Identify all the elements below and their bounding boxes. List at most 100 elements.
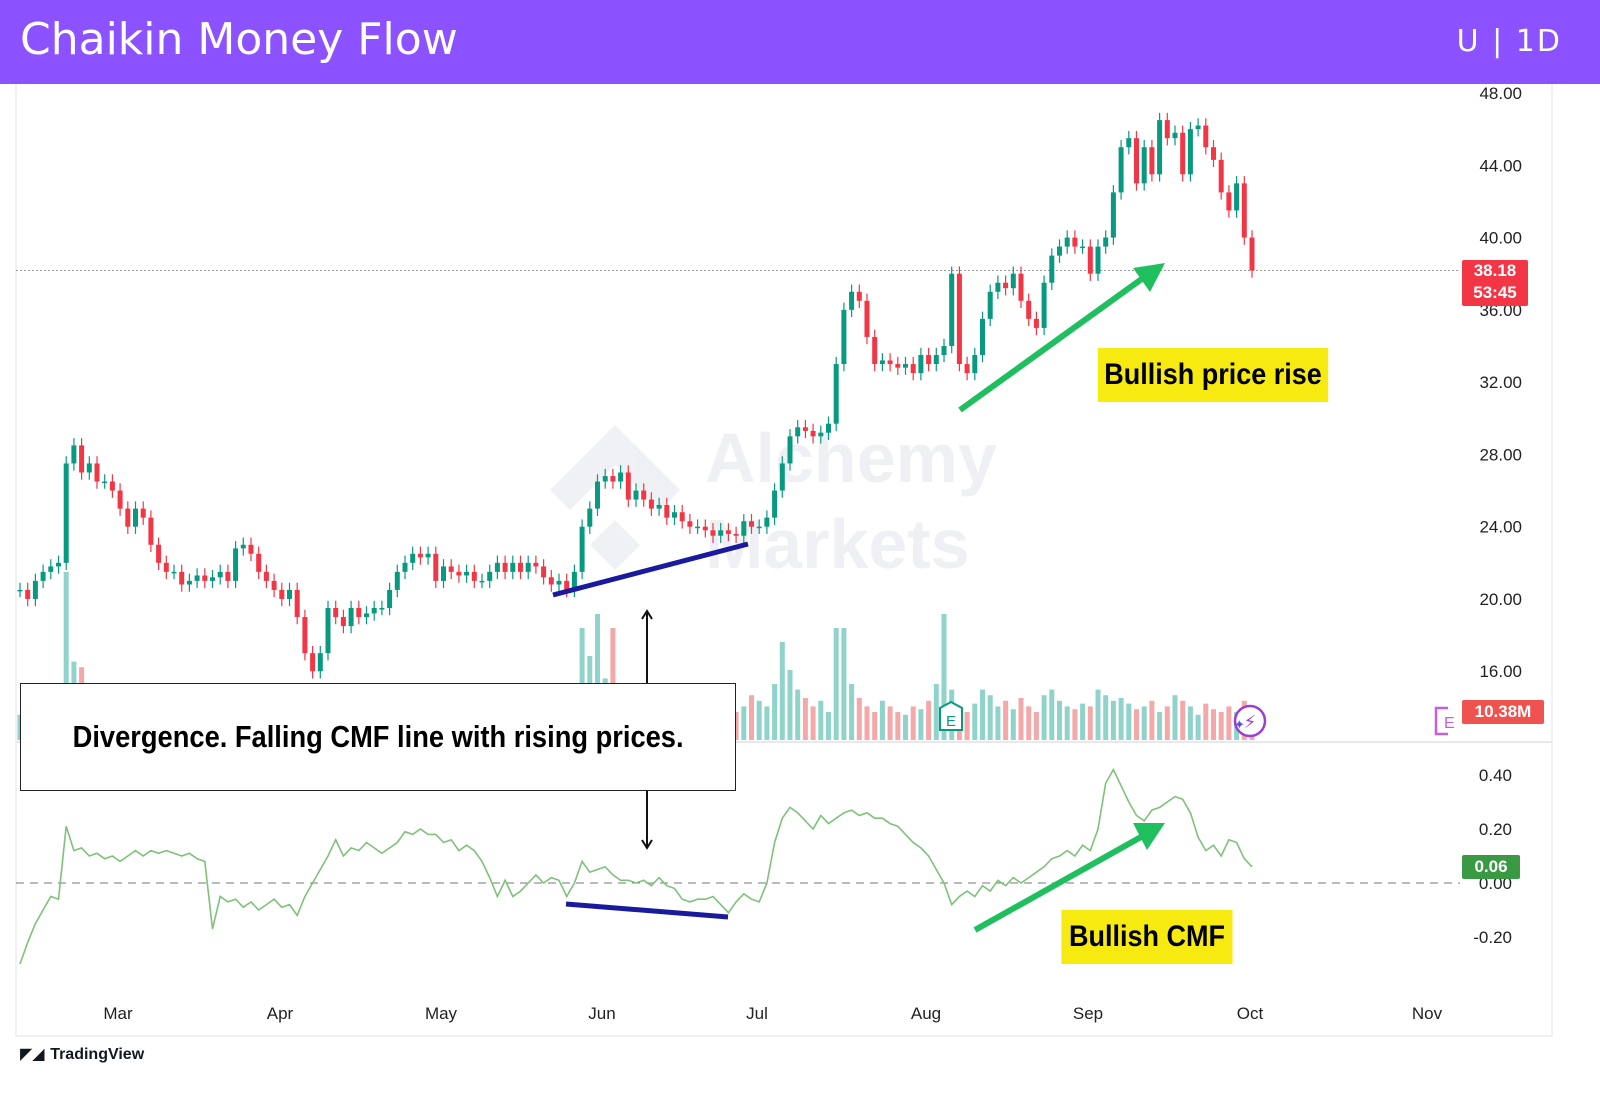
candle [610, 468, 616, 489]
candle-body [864, 300, 870, 337]
candle [302, 609, 308, 661]
candle-body [479, 580, 485, 583]
candle-body [1149, 147, 1155, 175]
candle-body [48, 566, 54, 572]
candle-body [872, 336, 878, 365]
candle-body [749, 521, 754, 527]
tradingview-text: TradingView [50, 1046, 145, 1063]
volume-bar [795, 689, 801, 740]
volume-bar [1018, 698, 1024, 740]
candle-body [779, 463, 785, 491]
candle-body [317, 653, 323, 672]
date-axis-tick: May [425, 1004, 458, 1023]
candle-body [1018, 273, 1024, 301]
candle [849, 284, 855, 318]
volume-bar [802, 698, 808, 740]
candle [1110, 185, 1116, 245]
candle-body [325, 607, 331, 654]
candle [417, 546, 423, 565]
date-axis-tick: Oct [1237, 1004, 1264, 1023]
candle [210, 570, 215, 589]
candle-body [695, 526, 701, 529]
candle [471, 564, 477, 589]
candle [702, 519, 708, 538]
candle-body [1033, 318, 1039, 328]
candle [587, 501, 593, 534]
candle [456, 564, 462, 583]
volume-bar [1134, 709, 1139, 740]
candle [525, 555, 531, 580]
candle-body [1234, 183, 1240, 211]
candle-body [903, 364, 908, 368]
volume-bar [987, 695, 993, 740]
date-axis-tick: Jun [588, 1004, 615, 1023]
candle-body [725, 530, 731, 534]
candle-body [841, 309, 847, 365]
price-uptrend-line [552, 541, 749, 598]
volume-bar [733, 712, 739, 740]
candle [248, 537, 254, 562]
candle [518, 555, 523, 580]
price-axis-tick: 44.00 [1479, 156, 1522, 175]
candle-body [756, 526, 762, 529]
candle-body [933, 355, 939, 365]
candle-body [240, 544, 246, 549]
candle [749, 514, 754, 534]
candle [1080, 239, 1086, 254]
candle [918, 347, 924, 381]
candle [179, 564, 185, 592]
candle-body [1110, 192, 1116, 238]
upcoming-earnings-icon[interactable]: E [1434, 706, 1455, 736]
candle [926, 347, 932, 372]
candle [995, 275, 1001, 299]
candle [148, 510, 154, 552]
candle [102, 474, 108, 489]
candle-body [140, 508, 146, 518]
candle [725, 523, 731, 542]
candle-body [133, 508, 138, 527]
lightning-event-icon[interactable]: ⚡ ✦ [1233, 704, 1267, 738]
svg-text:E: E [946, 713, 956, 730]
candle [163, 555, 169, 580]
candle [510, 555, 516, 580]
candle [379, 600, 385, 616]
candle [1234, 176, 1240, 218]
candle-body [664, 504, 670, 518]
candle [787, 429, 793, 471]
tradingview-logo[interactable]: ◤◢ TradingView [20, 1044, 144, 1064]
candle-body [702, 526, 708, 531]
volume-bar [879, 700, 885, 740]
earnings-icon[interactable]: E [939, 700, 963, 731]
candle [941, 338, 947, 363]
candle-body [302, 617, 308, 654]
candle-body [233, 548, 239, 581]
date-axis-tick: Aug [911, 1004, 941, 1023]
candle-body [764, 517, 770, 527]
candle-body [579, 526, 585, 572]
candle-body [1003, 282, 1009, 289]
candle-body [1172, 132, 1178, 139]
candle [733, 526, 739, 543]
volume-bar [1095, 689, 1101, 740]
price-axis-tick: 40.00 [1479, 229, 1522, 248]
divergence-text: Divergence. Falling CMF line with rising… [72, 719, 684, 754]
volume-bar [972, 703, 978, 740]
candle [772, 483, 778, 525]
candle-body [972, 355, 978, 374]
candle [795, 420, 801, 444]
candle-body [32, 580, 38, 599]
candle-body [571, 571, 577, 590]
candle-body [887, 360, 893, 365]
candle-body [987, 291, 993, 319]
volume-bar [995, 706, 1001, 740]
candle-body [1141, 147, 1147, 184]
candle-body [548, 577, 554, 585]
candle [287, 582, 292, 607]
candle [17, 582, 23, 598]
candle-body [733, 533, 739, 536]
candle [1118, 139, 1124, 200]
candle-body [287, 589, 292, 599]
candle [425, 546, 431, 565]
candle-body [956, 273, 962, 365]
